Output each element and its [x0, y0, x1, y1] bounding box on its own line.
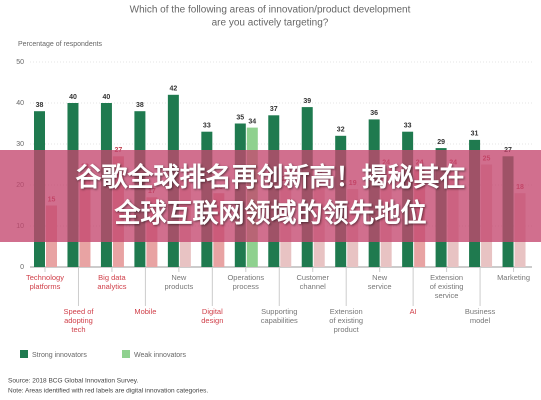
- x-tick-label: of existing: [430, 282, 464, 291]
- legend-swatch: [20, 350, 28, 358]
- value-label: 40: [69, 94, 77, 101]
- x-tick-label: analytics: [97, 282, 126, 291]
- value-label: 35: [236, 114, 244, 121]
- legend-label: Strong innovators: [32, 352, 87, 359]
- x-tick-label: capabilities: [261, 316, 298, 325]
- value-label: 32: [337, 127, 345, 134]
- value-label: 29: [437, 139, 445, 146]
- x-tick-label: Supporting: [261, 307, 297, 316]
- x-tick-label: AI: [410, 307, 417, 316]
- value-label: 37: [270, 106, 278, 113]
- y-tick-label: 40: [16, 100, 24, 107]
- x-tick-label: channel: [300, 282, 327, 291]
- x-tick-label: Customer: [296, 273, 329, 282]
- x-tick-label: process: [233, 282, 260, 291]
- y-axis-label: Percentage of respondents: [18, 41, 103, 48]
- banner: 谷歌全球排名再创新高！揭秘其在 全球互联网领域的领先地位: [0, 150, 541, 242]
- x-tick-label: New: [372, 273, 388, 282]
- value-label: 33: [203, 123, 211, 130]
- value-label: 36: [370, 110, 378, 117]
- x-tick-label: adopting: [64, 316, 93, 325]
- x-tick-label: Digital: [202, 307, 223, 316]
- x-tick-label: of existing: [329, 316, 363, 325]
- legend-label: Weak innovators: [134, 352, 187, 359]
- value-label: 31: [471, 131, 479, 138]
- y-tick-label: 50: [16, 59, 24, 66]
- x-tick-label: Operations: [227, 273, 264, 282]
- x-tick-label: service: [435, 291, 459, 300]
- value-label: 40: [103, 94, 111, 101]
- banner-line: 谷歌全球排名再创新高！揭秘其在: [75, 163, 466, 193]
- x-tick-label: design: [201, 316, 223, 325]
- x-tick-label: tech: [71, 325, 85, 334]
- value-label: 38: [36, 102, 44, 109]
- x-tick-label: service: [368, 282, 392, 291]
- chart-title: are you actively targeting?: [212, 18, 329, 29]
- x-tick-label: Speed of: [63, 307, 94, 316]
- x-tick-label: Business: [465, 307, 496, 316]
- x-tick-label: Extension: [430, 273, 463, 282]
- x-tick-label: platforms: [30, 282, 61, 291]
- legend-swatch: [122, 350, 130, 358]
- y-tick-label: 30: [16, 141, 24, 148]
- value-label: 34: [248, 118, 256, 125]
- x-tick-label: product: [334, 325, 360, 334]
- value-label: 42: [169, 86, 177, 93]
- x-tick-label: Technology: [26, 273, 64, 282]
- x-tick-label: Big data: [98, 273, 126, 282]
- x-tick-label: Marketing: [497, 273, 530, 282]
- x-tick-label: Extension: [330, 307, 363, 316]
- y-tick-label: 0: [20, 264, 24, 271]
- x-tick-label: New: [171, 273, 187, 282]
- x-tick-label: model: [470, 316, 491, 325]
- x-tick-label: Mobile: [134, 307, 156, 316]
- source: Source: 2018 BCG Global Innovation Surve…: [8, 378, 139, 385]
- note: Note: Areas identified with red labels a…: [8, 388, 208, 395]
- value-label: 33: [404, 123, 412, 130]
- value-label: 39: [303, 98, 311, 105]
- chart-title: Which of the following areas of innovati…: [130, 5, 411, 16]
- banner-line: 全球互联网领域的领先地位: [114, 199, 427, 229]
- value-label: 38: [136, 102, 144, 109]
- x-tick-label: products: [164, 282, 193, 291]
